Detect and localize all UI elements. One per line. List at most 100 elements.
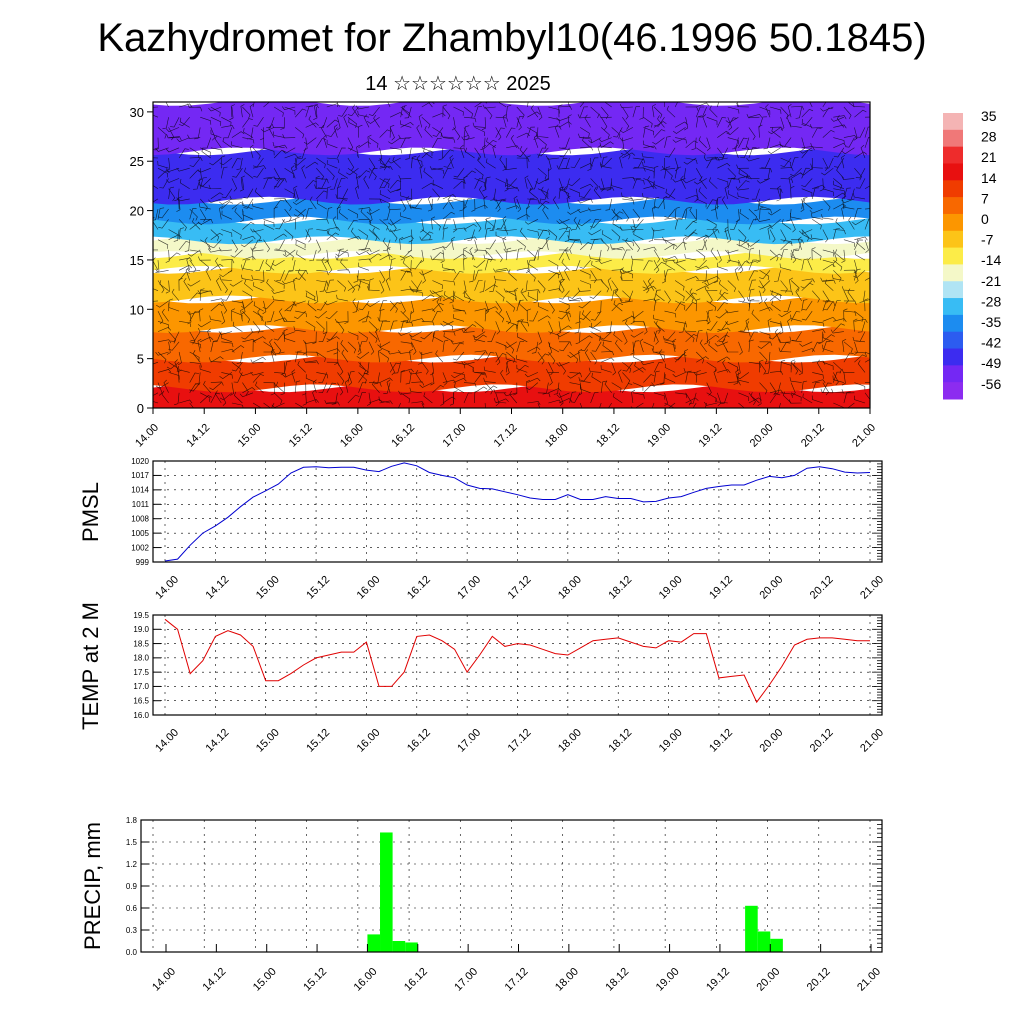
wind-barb [588, 321, 602, 329]
wind-barb [546, 368, 560, 374]
wind-barb [558, 398, 573, 404]
wind-barb [321, 257, 328, 271]
wind-barb [429, 166, 443, 171]
wind-barb [168, 252, 181, 261]
wind-barb [189, 157, 201, 168]
wind-barb [293, 185, 298, 199]
wind-barb [506, 187, 520, 192]
wind-barb [653, 180, 665, 189]
wind-barb [556, 219, 570, 224]
wind-barb [493, 197, 507, 202]
wind-barb [599, 335, 612, 343]
wind-barb [294, 108, 307, 118]
wind-barb [795, 288, 802, 302]
wind-barb [761, 157, 771, 169]
wind-barb [198, 203, 211, 210]
wind-barb [714, 156, 728, 161]
wind-barb [759, 382, 768, 395]
wind-barb [286, 300, 296, 312]
wind-barb [841, 389, 855, 394]
wind-barb [790, 157, 799, 169]
wind-barb [633, 230, 644, 240]
wind-barb [253, 157, 264, 168]
x-tick-label: 17.12 [506, 727, 534, 755]
wind-barb [790, 392, 802, 402]
wind-barb [345, 379, 349, 393]
wind-barb [263, 402, 271, 408]
wind-barb [824, 157, 834, 169]
wind-barb [854, 354, 867, 363]
wind-barb [242, 221, 255, 230]
wind-barb [263, 178, 272, 189]
wind-barb [539, 198, 549, 210]
wind-barb [294, 380, 301, 393]
wind-barb [280, 362, 285, 375]
colorbar-swatch [943, 113, 963, 131]
wind-barb [168, 188, 176, 202]
precip-bar [745, 905, 758, 952]
wind-barb [802, 230, 813, 240]
wind-barb [706, 219, 717, 229]
wind-barb [748, 270, 758, 281]
wind-barb [740, 147, 750, 159]
wind-barb [680, 175, 686, 189]
wind-barb [295, 402, 305, 408]
wind-barb [558, 147, 571, 154]
colorbar-label: 21 [981, 149, 997, 165]
wind-barb [400, 120, 412, 128]
wind-barb [157, 167, 169, 178]
wind-barb [683, 327, 697, 332]
wind-barb [231, 158, 242, 169]
wind-barb [574, 321, 581, 334]
wind-barb [612, 219, 623, 230]
wind-barb [664, 290, 671, 304]
wind-barb [453, 147, 466, 153]
wind-barb [685, 302, 697, 312]
x-tick-label: 18.00 [556, 574, 584, 602]
y-tick-label: 0.3 [126, 926, 138, 935]
wind-barb [440, 392, 445, 406]
wind-barb [811, 290, 820, 303]
wind-barb [662, 257, 676, 262]
wind-barb [569, 240, 580, 251]
wind-barb [253, 117, 264, 127]
wind-barb [506, 145, 520, 150]
wind-barb [580, 341, 591, 352]
wind-barb [727, 177, 736, 189]
wind-barb [453, 372, 466, 379]
wind-barb [386, 379, 391, 393]
wind-barb [758, 280, 771, 289]
wind-barb [255, 381, 264, 394]
wind-barb [756, 218, 771, 222]
wind-barb [738, 341, 743, 355]
wind-barb [271, 350, 285, 355]
wind-barb [190, 331, 201, 342]
wind-barb [578, 382, 583, 396]
wind-barb [179, 257, 193, 262]
wind-barb [622, 198, 635, 205]
wind-barb [263, 382, 277, 387]
wind-barb [692, 402, 697, 408]
wind-barb [293, 157, 306, 166]
wind-barb [221, 341, 234, 348]
wind-barb [854, 109, 867, 118]
wind-barb [305, 360, 319, 365]
wind-barb [199, 208, 207, 222]
wind-barb [528, 260, 539, 271]
wind-barb [841, 175, 855, 180]
wind-barb [582, 136, 591, 149]
y-tick-label: 18.5 [133, 639, 149, 648]
y-tick-label: 10 [130, 302, 144, 317]
x-tick-label: 14.12 [184, 422, 212, 450]
wind-barb [282, 372, 296, 378]
wind-barb [548, 125, 562, 130]
wind-barb [537, 280, 546, 293]
wind-barb [337, 147, 346, 159]
colorbar-swatch [943, 230, 963, 249]
wind-barb [833, 228, 840, 240]
wind-barb [347, 331, 359, 341]
wind-barb [421, 150, 434, 159]
wind-barb [653, 165, 659, 179]
wind-barb [222, 137, 233, 149]
wind-barb [221, 372, 233, 379]
